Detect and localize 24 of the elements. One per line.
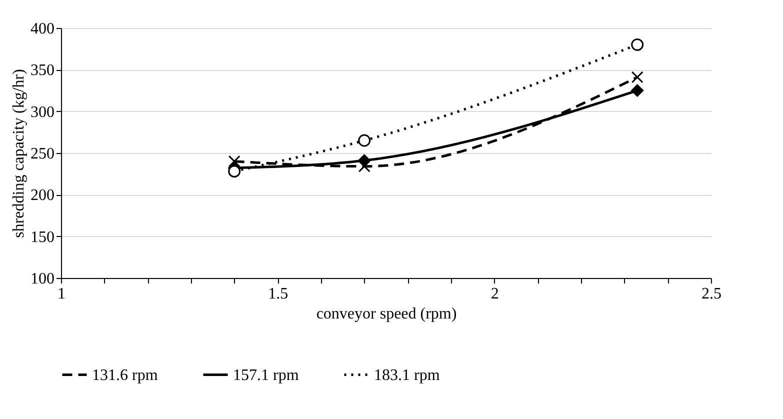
point [358, 154, 371, 167]
x-axis-title: conveyor speed (rpm) [316, 306, 457, 322]
point [631, 71, 644, 84]
point [358, 160, 370, 172]
y-tick-label: 150 [30, 228, 54, 246]
point [228, 165, 241, 178]
x-tick-label: 2 [490, 286, 499, 302]
y-axis-title: shredding capacity (kg/hr) [10, 69, 28, 238]
point [631, 38, 644, 51]
point [228, 155, 240, 168]
legend-label: 183.1 rpm [374, 366, 440, 384]
x-tick-label: 1.5 [268, 286, 288, 302]
y-tick-label: 350 [30, 62, 54, 80]
x-tick-label: 2.5 [702, 286, 722, 302]
y-tick-label: 400 [30, 20, 54, 38]
y-tick-label: 200 [30, 187, 54, 204]
point [631, 84, 644, 97]
legend-label: 157.1 rpm [233, 366, 300, 384]
y-tick-label: 250 [30, 146, 54, 162]
legend-label: 131.6 rpm [92, 366, 158, 384]
point [358, 134, 371, 147]
x-tick-label: 1 [58, 286, 66, 302]
y-tick-label: 300 [30, 104, 54, 121]
y-tick-label: 100 [30, 270, 54, 288]
